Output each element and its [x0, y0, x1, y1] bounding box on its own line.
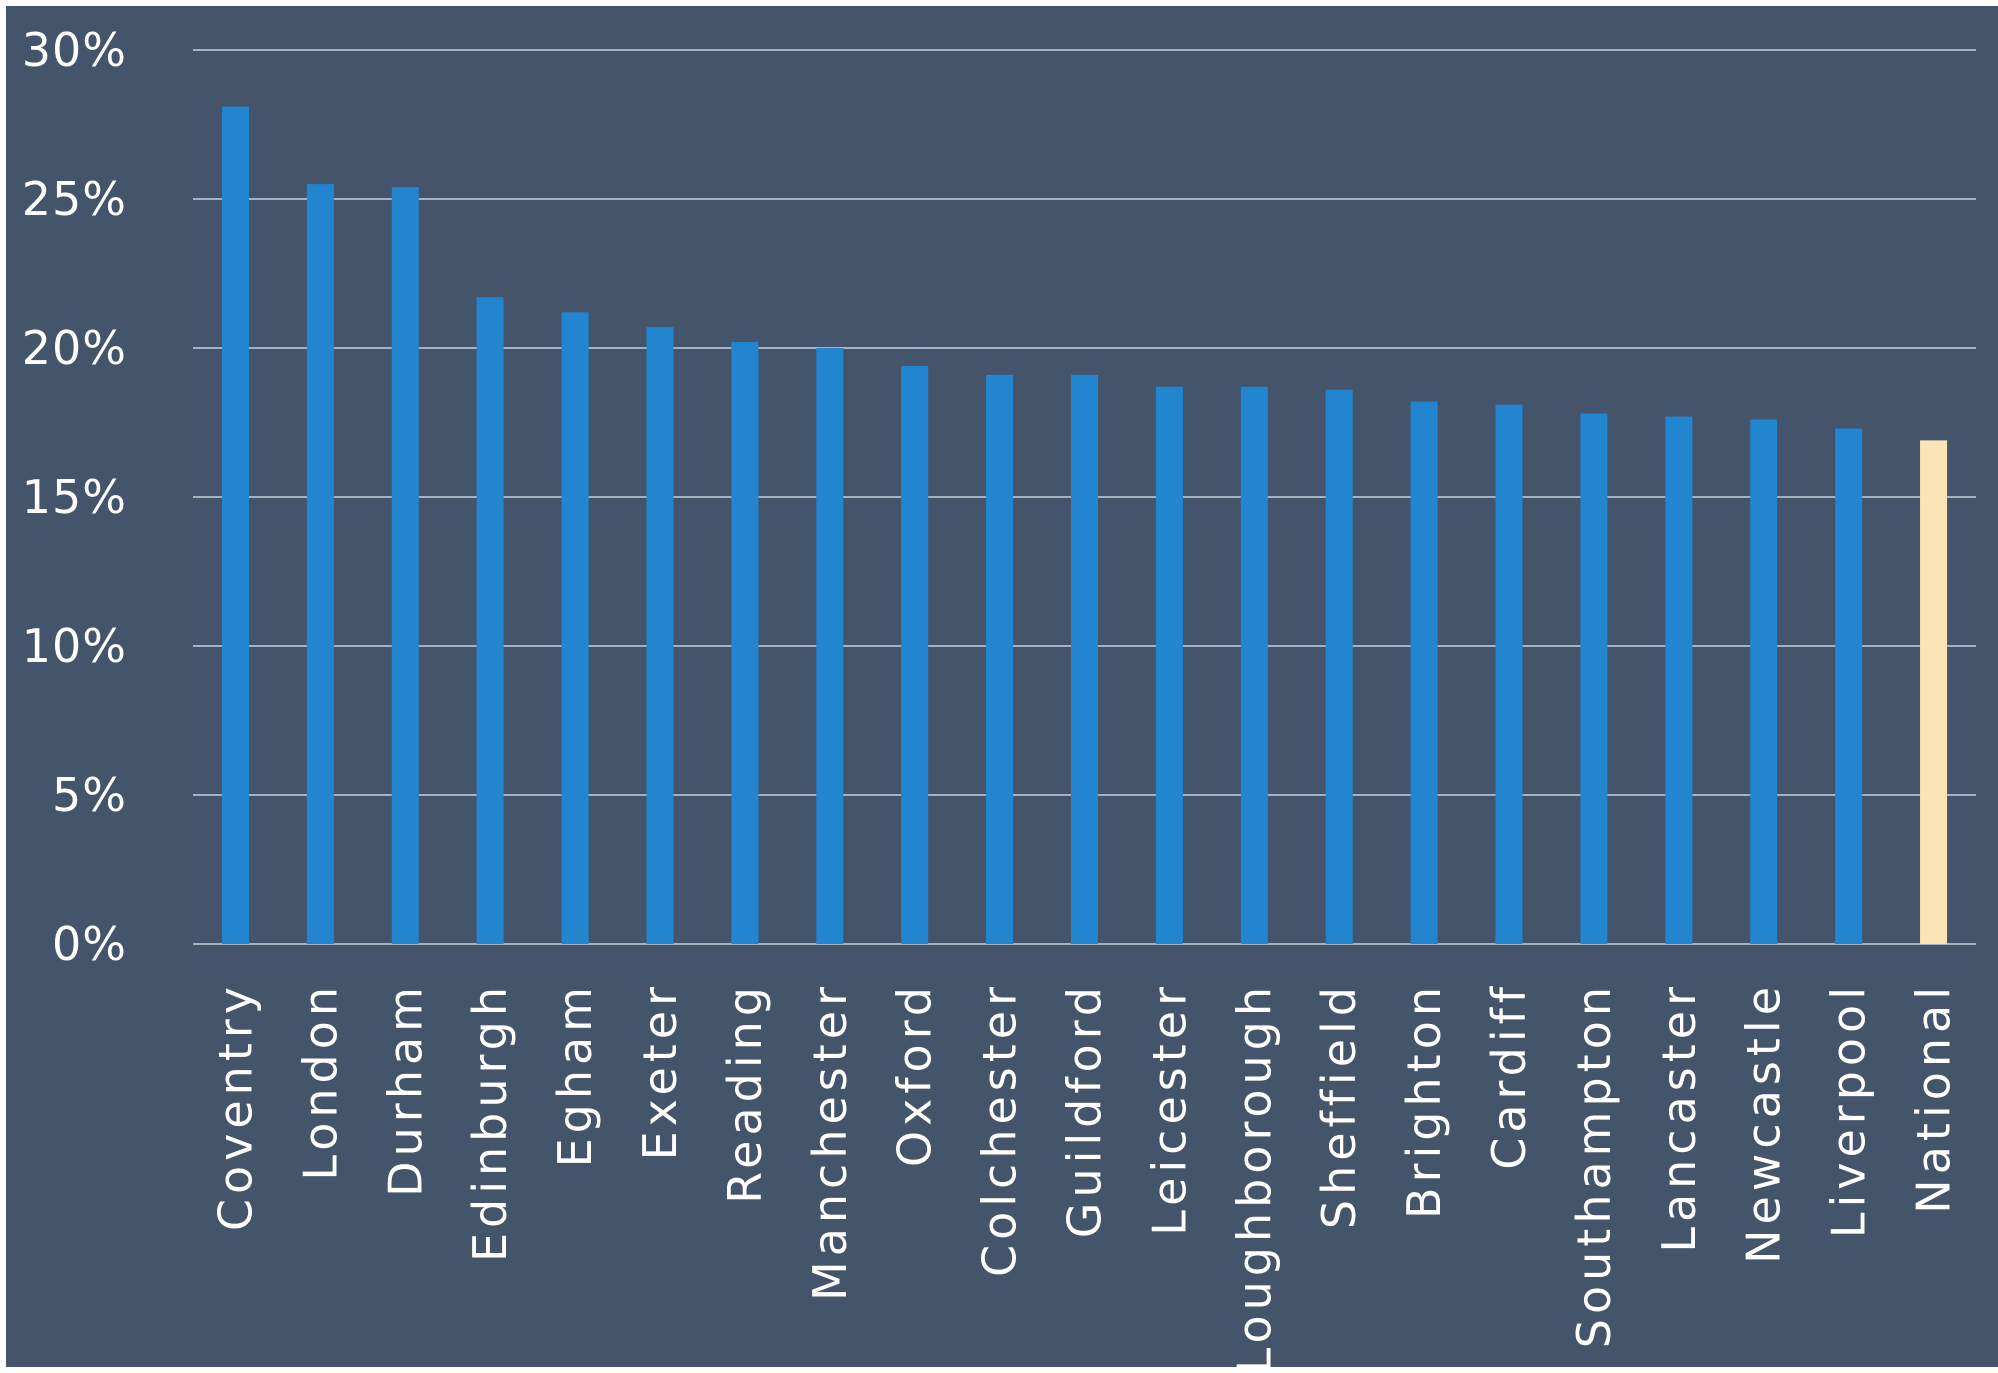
bar-national	[1920, 440, 1948, 944]
y-tick-label: 25%	[22, 172, 127, 226]
bar-southampton	[1580, 413, 1608, 944]
bar-colchester	[986, 374, 1014, 944]
x-tick-label-reading: Reading	[718, 982, 772, 1204]
bar-cardiff	[1495, 404, 1523, 944]
bar-loughborough	[1240, 386, 1268, 944]
bar-coventry	[221, 106, 249, 945]
x-tick-label-edinburgh: Edinburgh	[463, 982, 517, 1262]
y-axis-tick-labels: 0% 5% 10% 15% 20% 25% 30%	[22, 23, 127, 971]
bar-reading	[731, 342, 759, 944]
y-tick-label: 30%	[22, 23, 127, 77]
x-tick-label-southampton: Southampton	[1567, 982, 1621, 1348]
x-tick-label-newcastle: Newcastle	[1737, 982, 1791, 1264]
x-tick-label-national: National	[1907, 982, 1961, 1214]
bar-sheffield	[1325, 389, 1353, 945]
bar-edinburgh	[476, 297, 504, 945]
bar-brighton	[1410, 401, 1438, 944]
bars	[221, 106, 1948, 945]
bar-lancaster	[1665, 416, 1693, 944]
y-tick-label: 10%	[22, 619, 127, 673]
x-tick-label-colchester: Colchester	[973, 982, 1027, 1277]
x-tick-label-brighton: Brighton	[1397, 982, 1451, 1219]
x-tick-label-oxford: Oxford	[888, 982, 942, 1167]
y-tick-label: 0%	[52, 917, 127, 971]
x-tick-label-coventry: Coventry	[208, 982, 262, 1231]
bar-manchester	[816, 348, 844, 944]
x-tick-label-liverpool: Liverpool	[1822, 982, 1876, 1238]
bar-leicester	[1155, 386, 1183, 944]
x-tick-label-egham: Egham	[548, 982, 602, 1167]
x-axis-category-labels: Coventry London Durham Edinburgh Egham Exeter…	[208, 982, 1960, 1373]
y-tick-label: 20%	[22, 321, 127, 375]
bar-london	[306, 184, 334, 945]
x-tick-label-manchester: Manchester	[803, 982, 857, 1301]
bar-oxford	[901, 365, 929, 944]
y-tick-label: 5%	[52, 768, 127, 822]
bar-guildford	[1071, 374, 1098, 944]
y-tick-label: 15%	[22, 470, 127, 524]
x-tick-label-leicester: Leicester	[1142, 982, 1196, 1236]
x-tick-label-lancaster: Lancaster	[1652, 982, 1706, 1253]
x-tick-label-cardiff: Cardiff	[1482, 982, 1536, 1170]
x-tick-label-guildford: Guildford	[1058, 982, 1112, 1238]
bar-egham	[561, 312, 589, 944]
x-tick-label-sheffield: Sheffield	[1312, 982, 1366, 1229]
bar-durham	[391, 187, 419, 944]
bar-exeter	[646, 327, 674, 944]
x-tick-label-loughborough: Loughborough	[1227, 982, 1281, 1373]
x-tick-label-exeter: Exeter	[633, 982, 687, 1160]
x-tick-label-london: London	[293, 982, 347, 1181]
x-tick-label-durham: Durham	[378, 982, 432, 1197]
bar-liverpool	[1835, 428, 1863, 945]
bar-newcastle	[1750, 419, 1778, 944]
